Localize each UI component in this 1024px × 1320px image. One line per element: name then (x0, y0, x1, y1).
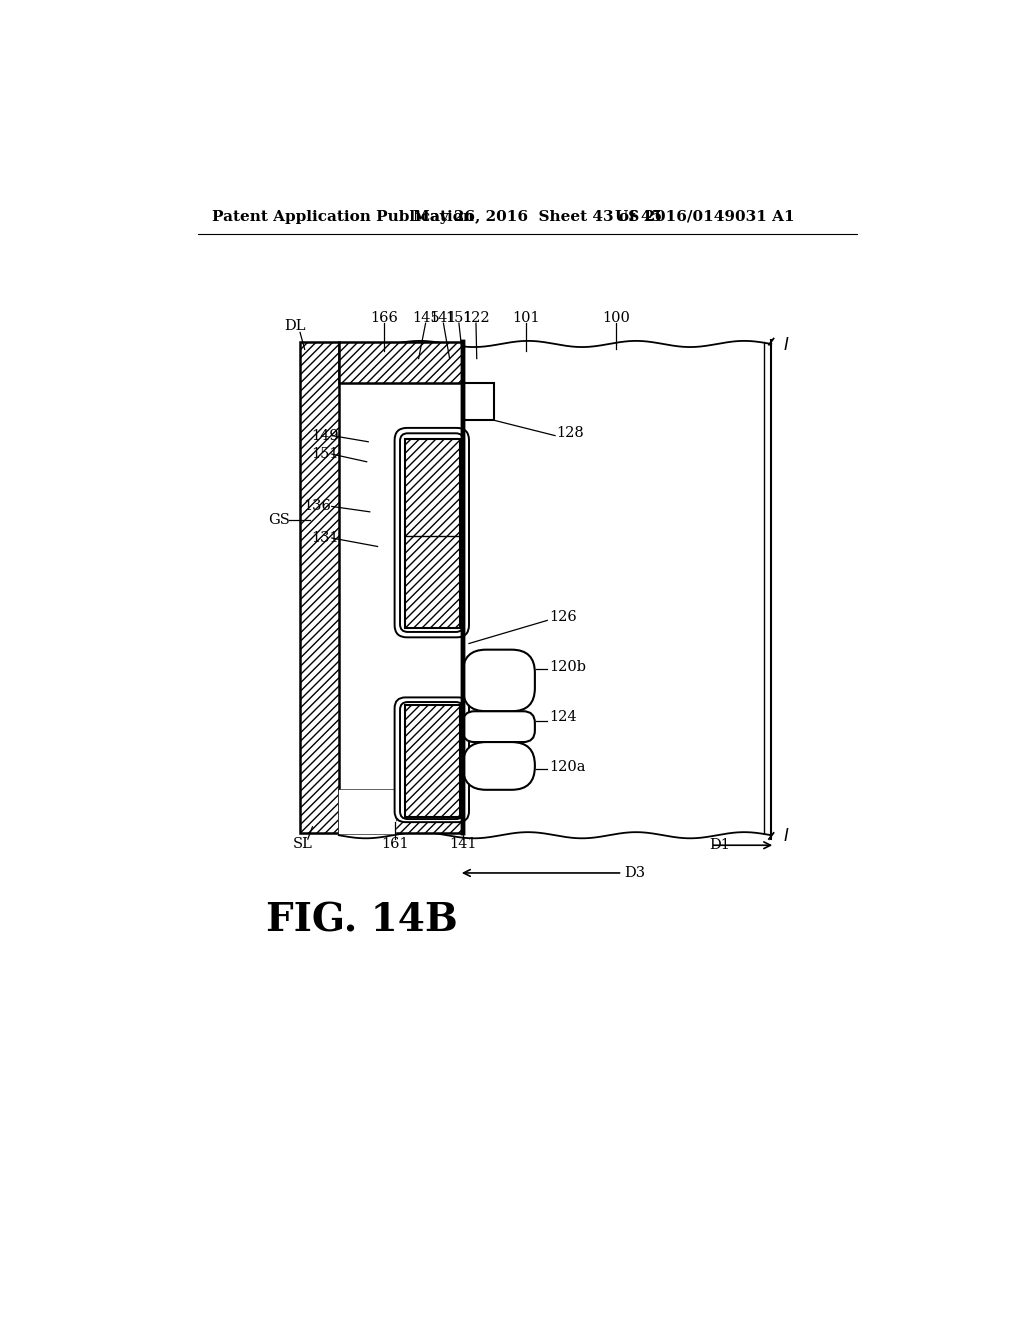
Text: GS: GS (268, 513, 290, 527)
Text: 161: 161 (382, 837, 410, 850)
Text: 141: 141 (430, 310, 457, 325)
FancyBboxPatch shape (394, 697, 469, 822)
Text: 100: 100 (602, 310, 630, 325)
Text: 128: 128 (557, 425, 585, 440)
Text: DL: DL (284, 319, 305, 333)
Text: D3: D3 (624, 866, 645, 880)
FancyBboxPatch shape (463, 742, 535, 789)
FancyBboxPatch shape (463, 711, 535, 742)
Text: 141: 141 (450, 837, 476, 850)
Text: 124: 124 (549, 710, 577, 725)
Text: May 26, 2016  Sheet 43 of 45: May 26, 2016 Sheet 43 of 45 (414, 210, 663, 224)
FancyBboxPatch shape (394, 428, 469, 638)
Bar (339, 342, 463, 383)
Text: 145: 145 (412, 310, 439, 325)
Text: 131: 131 (311, 531, 339, 545)
Text: SL: SL (293, 837, 313, 850)
FancyBboxPatch shape (400, 433, 464, 632)
Text: 151: 151 (311, 447, 339, 461)
Text: D1: D1 (710, 838, 730, 853)
Text: 122: 122 (462, 310, 489, 325)
Text: Patent Application Publication: Patent Application Publication (212, 210, 474, 224)
Bar (406, 705, 460, 817)
Text: 120a: 120a (549, 760, 586, 774)
Text: 101: 101 (513, 310, 541, 325)
Bar (406, 438, 460, 628)
Text: 166: 166 (370, 310, 397, 325)
Text: 120b: 120b (549, 660, 586, 673)
Text: 126: 126 (549, 610, 577, 624)
Bar (339, 789, 463, 833)
FancyBboxPatch shape (463, 649, 535, 711)
FancyBboxPatch shape (400, 702, 464, 818)
Text: 149: 149 (311, 429, 339, 442)
Text: 151: 151 (445, 310, 473, 325)
Text: $I$: $I$ (783, 337, 790, 354)
Bar (300, 342, 339, 833)
Text: US 2016/0149031 A1: US 2016/0149031 A1 (614, 210, 795, 224)
Text: 136: 136 (303, 499, 331, 513)
Text: FIG. 14B: FIG. 14B (266, 902, 458, 940)
Bar (463, 383, 494, 420)
Text: $I$: $I$ (783, 828, 790, 845)
